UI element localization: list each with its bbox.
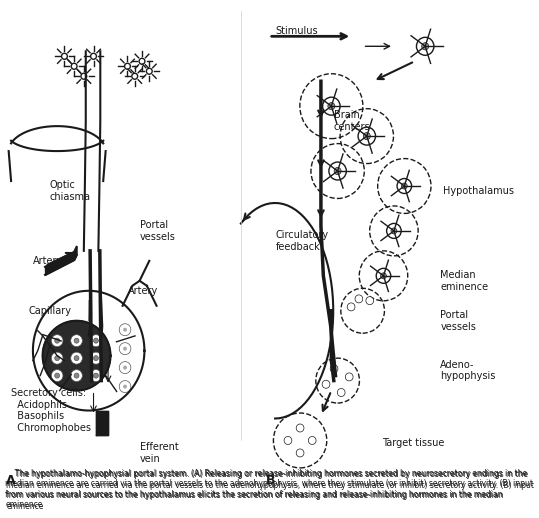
Circle shape	[345, 373, 353, 381]
Circle shape	[51, 335, 63, 347]
Circle shape	[119, 362, 131, 373]
Text: The hypothalamo-hypophysial portal system. (A) Releasing or release-inhibiting h: The hypothalamo-hypophysial portal syste…	[6, 470, 534, 511]
Circle shape	[329, 162, 347, 180]
Circle shape	[322, 380, 330, 388]
Circle shape	[366, 297, 374, 305]
Circle shape	[74, 373, 79, 378]
Circle shape	[386, 223, 401, 238]
Text: Hypothalamus: Hypothalamus	[443, 186, 514, 196]
Text: A: A	[6, 474, 16, 487]
Polygon shape	[43, 321, 110, 391]
Text: Efferent
vein: Efferent vein	[140, 442, 178, 464]
Circle shape	[119, 343, 131, 355]
Circle shape	[90, 335, 102, 347]
Circle shape	[296, 449, 304, 457]
Circle shape	[397, 179, 412, 194]
Circle shape	[74, 338, 79, 343]
Circle shape	[123, 347, 127, 351]
Text: Adeno-
hypophysis: Adeno- hypophysis	[440, 360, 495, 381]
Circle shape	[90, 370, 102, 382]
Circle shape	[51, 370, 63, 382]
Circle shape	[94, 373, 99, 378]
Circle shape	[284, 437, 292, 444]
Circle shape	[334, 167, 341, 175]
Circle shape	[296, 424, 304, 432]
Circle shape	[376, 268, 391, 283]
Circle shape	[74, 356, 79, 361]
Text: Secretory cells:
  Acidophils
  Basophils
  Chromophobes: Secretory cells: Acidophils Basophils Ch…	[11, 388, 91, 433]
Circle shape	[358, 127, 376, 145]
Circle shape	[71, 335, 82, 347]
Circle shape	[330, 365, 338, 372]
Circle shape	[51, 352, 63, 364]
Text: Optic
chiasma: Optic chiasma	[50, 180, 91, 202]
Circle shape	[391, 228, 397, 234]
Circle shape	[347, 303, 355, 311]
Circle shape	[55, 338, 60, 343]
Text: Portal
vessels: Portal vessels	[140, 220, 176, 242]
Text: Brain
centers: Brain centers	[334, 110, 370, 132]
Circle shape	[119, 324, 131, 336]
Text: Portal
vessels: Portal vessels	[440, 310, 476, 332]
Circle shape	[402, 183, 407, 189]
Circle shape	[123, 366, 127, 370]
Circle shape	[55, 356, 60, 361]
Text: The hypothalamo-hypophysial portal system. (A) Releasing or release-inhibiting h: The hypothalamo-hypophysial portal syste…	[5, 469, 534, 509]
Text: Artery: Artery	[33, 256, 63, 266]
Text: Capillary: Capillary	[28, 306, 71, 316]
Circle shape	[94, 338, 99, 343]
Circle shape	[308, 437, 316, 444]
Circle shape	[421, 42, 429, 50]
Circle shape	[90, 352, 102, 364]
Circle shape	[123, 384, 127, 388]
Circle shape	[337, 388, 345, 396]
Circle shape	[328, 103, 335, 110]
Text: Median
eminence: Median eminence	[440, 270, 488, 292]
Text: Artery: Artery	[127, 286, 158, 296]
Circle shape	[323, 97, 340, 115]
Circle shape	[355, 295, 363, 303]
Circle shape	[123, 328, 127, 332]
Text: Stimulus: Stimulus	[275, 26, 318, 36]
Circle shape	[417, 37, 434, 55]
Text: Circulatory
feedback: Circulatory feedback	[275, 230, 328, 252]
Circle shape	[363, 133, 370, 140]
Text: B: B	[266, 474, 275, 487]
Circle shape	[71, 370, 82, 382]
Circle shape	[119, 381, 131, 393]
Circle shape	[94, 356, 99, 361]
Circle shape	[55, 373, 60, 378]
Circle shape	[381, 273, 386, 279]
Text: Target tissue: Target tissue	[382, 438, 445, 448]
Circle shape	[71, 352, 82, 364]
